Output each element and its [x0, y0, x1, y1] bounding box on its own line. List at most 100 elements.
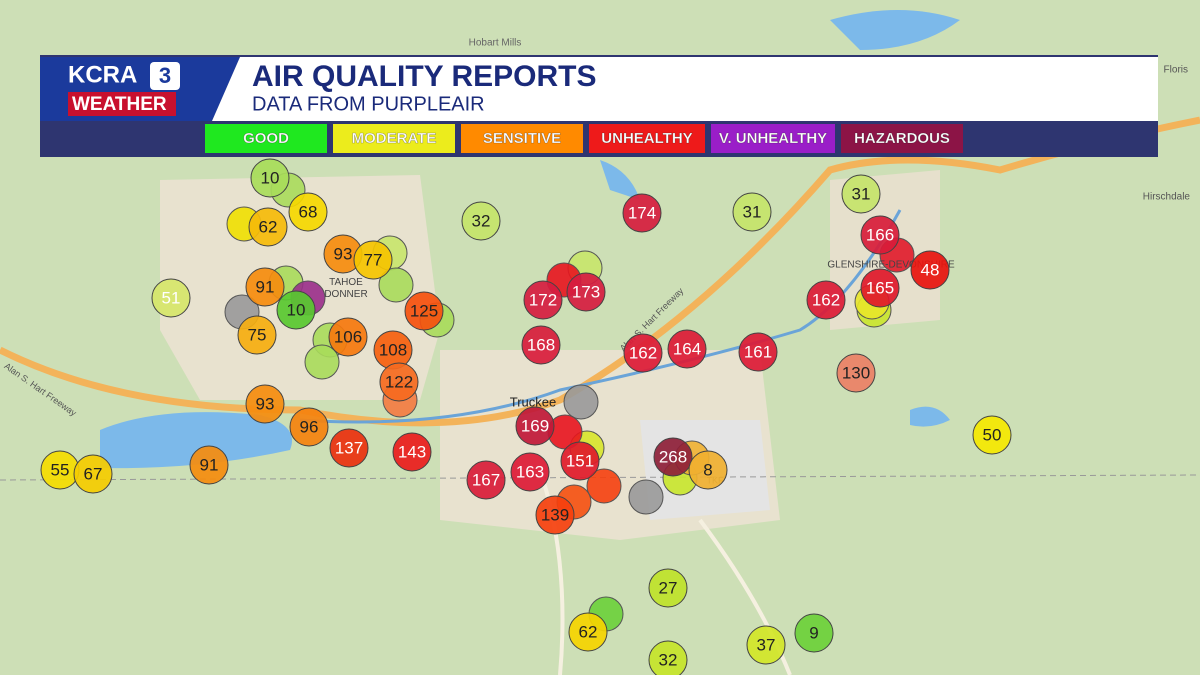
sensor-marker: [248, 207, 288, 247]
sensor-value: 151: [566, 451, 594, 470]
lake: [600, 160, 640, 200]
sensor-marker: [568, 612, 608, 652]
sensor-value: 169: [521, 416, 549, 435]
sensor-marker: [73, 454, 113, 494]
sensor-value: 67: [84, 464, 103, 483]
sensor-marker: [404, 291, 444, 331]
sensor-marker: [667, 329, 707, 369]
sensor-marker: [189, 445, 229, 485]
sensor-value: 166: [866, 225, 894, 244]
sensor-value: 8: [703, 460, 712, 479]
sensor-value: 162: [629, 343, 657, 362]
sensor-marker: [794, 613, 834, 653]
sensor-value: 50: [983, 425, 1002, 444]
sensor-marker: [461, 201, 501, 241]
sensor-marker: [276, 290, 316, 330]
sensor-marker: [653, 437, 693, 477]
sensor-marker: [648, 640, 688, 675]
sensor-marker: [379, 362, 419, 402]
sensor-value: 168: [527, 335, 555, 354]
sensor-value: 165: [866, 278, 894, 297]
sensor-marker: [510, 452, 550, 492]
sensor-value: 32: [472, 211, 491, 230]
road: [698, 518, 792, 675]
sensor-value: 75: [248, 325, 267, 344]
sensor-value: 125: [410, 301, 438, 320]
lake: [100, 412, 292, 469]
sensor-value: 96: [300, 417, 319, 436]
sensor-marker: [245, 384, 285, 424]
sensor-marker: [521, 325, 561, 365]
sensor-value: 62: [259, 217, 278, 236]
sensor-marker: [860, 215, 900, 255]
sensor-marker: [972, 415, 1012, 455]
sensor-value: 9: [809, 623, 818, 642]
place-label: Hobart Mills: [469, 38, 522, 49]
sensor-marker: [841, 174, 881, 214]
place-label: Hirschdale: [1143, 192, 1191, 203]
sensor-marker: [288, 192, 328, 232]
sensor-value: 91: [200, 455, 219, 474]
sensor-dot: [304, 344, 340, 380]
place-label: TAHOE DONNER: [324, 277, 367, 300]
sensor-marker: [466, 460, 506, 500]
sensor-value: 55: [51, 460, 70, 479]
sensor-marker: [566, 272, 606, 312]
sensor-marker: [738, 332, 778, 372]
sensor-value: 77: [364, 250, 383, 269]
sensor-marker: [151, 278, 191, 318]
sensor-marker: [622, 193, 662, 233]
sensor-value: 68: [299, 202, 318, 221]
sensor-marker: [560, 441, 600, 481]
sensor-value: 139: [541, 505, 569, 524]
sensor-value: 93: [256, 394, 275, 413]
sensor-value: 268: [659, 447, 687, 466]
sensor-value: 108: [379, 340, 407, 359]
sensor-value: 167: [472, 470, 500, 489]
sensor-marker: [732, 192, 772, 232]
sensor-marker: [289, 407, 329, 447]
sensor-value: 62: [579, 622, 598, 641]
place-label: GLENSHIRE-DEVONSHIRE: [827, 260, 955, 271]
sensor-marker: [688, 450, 728, 490]
sensor-value: 31: [743, 202, 762, 221]
lake: [910, 406, 950, 427]
sensor-value: 106: [334, 327, 362, 346]
sensor-value: 122: [385, 372, 413, 391]
sensor-value: 130: [842, 363, 870, 382]
sensor-value: 31: [852, 184, 871, 203]
sensor-value: 163: [516, 462, 544, 481]
sensor-dot: [563, 384, 599, 420]
sensor-value: 27: [659, 578, 678, 597]
sensor-value: 91: [256, 277, 275, 296]
sensor-marker: [328, 317, 368, 357]
sensor-value: 164: [673, 339, 701, 358]
sensor-marker: [245, 267, 285, 307]
sensor-value: 161: [744, 342, 772, 361]
sensor-marker: [806, 280, 846, 320]
sensor-value: 137: [335, 438, 363, 457]
sensor-marker: [329, 428, 369, 468]
sensor-marker: [237, 315, 277, 355]
sensor-marker: [392, 432, 432, 472]
sensor-marker: [535, 495, 575, 535]
sensor-marker: [623, 333, 663, 373]
sensor-marker: [250, 158, 290, 198]
sensor-value: 48: [921, 260, 940, 279]
sensor-value: 172: [529, 290, 557, 309]
sensor-value: 10: [287, 300, 306, 319]
sensor-dot: [628, 479, 664, 515]
place-label: Truckee: [510, 394, 556, 409]
sensor-marker: [523, 280, 563, 320]
sensor-value: 10: [261, 168, 280, 187]
sensor-value: 93: [334, 244, 353, 263]
sensor-dot: [586, 468, 622, 504]
sensor-marker: [353, 240, 393, 280]
sensor-marker: [515, 406, 555, 446]
sensor-value: 174: [628, 203, 656, 222]
sensor-marker: [910, 250, 950, 290]
sensor-marker: [836, 353, 876, 393]
freeway: [0, 116, 1200, 427]
place-label: Floris: [1164, 65, 1188, 76]
